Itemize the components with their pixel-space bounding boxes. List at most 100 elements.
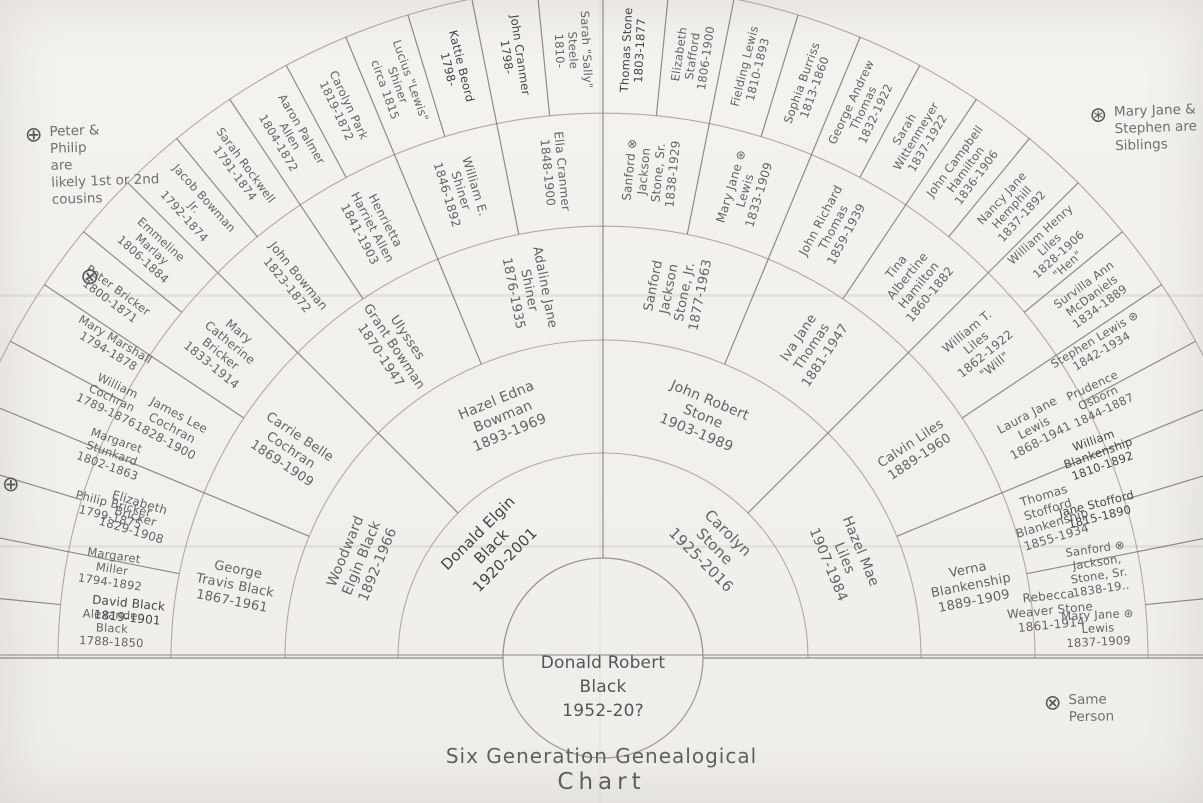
- segment-divider: [229, 98, 301, 206]
- fan-person: Stephen Lewis ⊛1842-1934: [1048, 308, 1148, 383]
- segment-divider: [948, 138, 1030, 238]
- segment-divider: [724, 258, 769, 365]
- annotation-text: Same Person: [1068, 691, 1115, 726]
- fan-person: SanfordJacksonStone, Jr.1877-1963: [639, 249, 715, 333]
- fan-person: Hazel MaeLiles1907-1984: [806, 512, 883, 604]
- chart-title-line2: Chart: [557, 769, 646, 795]
- fan-person: Calvin Liles1889-1960: [875, 417, 955, 485]
- segment-divider: [987, 182, 1079, 274]
- segment-divider: [1137, 538, 1203, 553]
- segment-divider: [297, 352, 379, 434]
- fan-person: Mary Jane ⊛Lewis1837-1909: [1061, 606, 1135, 651]
- segment-divider: [708, 0, 735, 124]
- fan-person: Aaron PalmerAllen1804-1872: [252, 91, 328, 180]
- segment-divider: [905, 98, 977, 206]
- segment-divider: [961, 354, 1057, 419]
- segment-divider: [896, 492, 1003, 537]
- circle-x-icon: ⊗: [78, 262, 102, 292]
- chart-title: Six Generation Genealogical Chart: [342, 744, 862, 795]
- segment-divider: [407, 14, 446, 137]
- fan-person: UlyssesGrant Bowman1870-1947: [347, 292, 441, 401]
- fan-person: ElizabethBricker1829-1908: [97, 486, 174, 547]
- fan-person: David Black1819-1901: [90, 593, 166, 629]
- fan-person: PrudenceOsborn1844-1887: [1060, 366, 1136, 431]
- segment-divider: [908, 272, 989, 353]
- paper-fold-crease: [0, 545, 1203, 548]
- segment-divider: [686, 123, 710, 235]
- segment-divider: [1055, 284, 1163, 356]
- segment-divider: [285, 65, 347, 178]
- fan-person: John Bowman1823-1872: [255, 238, 331, 322]
- segment-divider: [760, 14, 799, 137]
- fan-person: John RobertStone1903-1989: [654, 377, 752, 457]
- circle-asterisk-icon: ⊛: [1089, 102, 1108, 127]
- fan-person: Sarah "Sally"Steele1810-: [551, 10, 596, 90]
- fan-person: Mary Jane ⊛Lewis1833-1909: [713, 148, 776, 233]
- segment-divider: [10, 340, 123, 402]
- segment-divider: [1145, 598, 1203, 606]
- fan-person: John Cranmer1798-: [494, 13, 533, 98]
- segment-divider: [437, 258, 482, 365]
- circle-plus-icon: ⊕: [2, 472, 20, 496]
- ring-arc: [502, 557, 704, 659]
- segment-divider: [43, 284, 151, 356]
- annotation-text: Mary Jane & Stephen are Siblings: [1113, 101, 1198, 154]
- segment-divider: [68, 551, 180, 575]
- segment-divider: [0, 598, 61, 606]
- segment-divider: [0, 537, 69, 553]
- segment-divider: [203, 492, 310, 537]
- fan-person: William E.Shiner1846-1892: [431, 152, 492, 229]
- fan-person: Sanford ⊗Jackson,Stone, Sr.1838-19..: [1065, 537, 1132, 600]
- ring-arc: [0, 0, 1203, 363]
- fan-person: George AndrewThomas1832-1922: [825, 58, 901, 158]
- fan-person: Kattie Beord1798-: [433, 29, 478, 107]
- segment-divider: [176, 138, 258, 238]
- annotation-siblings: ⊛ Mary Jane & Stephen are Siblings: [1089, 99, 1203, 156]
- segment-divider: [1106, 408, 1203, 450]
- segment-divider: [299, 204, 364, 300]
- fan-person: WoodwardElgin Black1892-1966: [323, 511, 401, 604]
- fan-person: Lucius "Lewis"Shinercirca 1815: [364, 38, 431, 132]
- segment-divider: [767, 154, 813, 260]
- segment-divider: [537, 0, 551, 116]
- segment-divider: [83, 231, 183, 313]
- paper-fold-crease: [0, 294, 1203, 297]
- segment-divider: [0, 407, 100, 450]
- fan-person: Adaline JaneShiner1876-1935: [498, 245, 560, 335]
- fan-person: Iva JaneThomas1881-1947: [772, 304, 851, 391]
- annotation-text: Peter & Philip are likely 1st or 2nd cou…: [49, 122, 160, 208]
- segment-divider: [1026, 551, 1138, 575]
- fan-person: Thomas Stone1803-1877: [617, 7, 649, 94]
- segment-divider: [1124, 475, 1203, 501]
- fan-person: Carolyn Park1819-1872: [314, 68, 371, 147]
- fan-person: Sanford ⊗JacksonStone, Sr.1838-1929: [619, 136, 683, 209]
- segment-divider: [217, 272, 298, 353]
- annotation-peter-philip: ⊕ Peter & Philip are likely 1st or 2nd c…: [25, 119, 188, 209]
- segment-divider: [859, 65, 921, 178]
- fan-person: MargaretMiller1794-1892: [77, 544, 147, 594]
- segment-divider: [377, 432, 459, 514]
- fan-person: William T.Liles1862-1922"Will": [937, 305, 1025, 392]
- segment-divider: [747, 432, 829, 514]
- fan-person: Carrie BelleCochran1869-1909: [245, 409, 336, 491]
- segment-divider: [471, 0, 498, 124]
- circle-x-icon: ⊗: [1043, 690, 1062, 715]
- fan-person: RebeccaWeaver Stone1861-1914: [1005, 585, 1095, 636]
- segment-divider: [345, 36, 395, 155]
- chart-title-line1: Six Generation Genealogical: [445, 744, 758, 768]
- annotation-same-person: ⊗ Same Person: [1043, 690, 1115, 726]
- fan-person: ElizabethStafford1806-1900: [667, 21, 717, 91]
- segment-divider: [842, 204, 907, 300]
- fan-person: John RichardThomas1859-1939: [796, 183, 871, 273]
- fan-person: Laura JaneLewis1868-1941: [994, 393, 1074, 463]
- fan-person: Hazel EdnaBowman1893-1969: [456, 378, 550, 456]
- segment-divider: [149, 354, 245, 419]
- fan-person: Fielding Lewis1810-1893: [727, 24, 774, 111]
- fan-person: James LeeCochran1828-1900: [132, 393, 212, 463]
- segment-divider: [99, 448, 205, 494]
- fan-person: EmmelineMarlay1806-1884: [114, 213, 189, 287]
- fan-person: GeorgeTravis Black1867-1961: [191, 555, 279, 617]
- fan-person: VernaBlankenship1889-1909: [927, 555, 1016, 617]
- fan-person: ThomasStoffordBlankenship1855-1934: [1006, 478, 1095, 555]
